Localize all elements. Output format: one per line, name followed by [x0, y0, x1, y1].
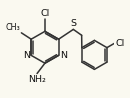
Text: NH₂: NH₂: [28, 75, 46, 84]
Text: Cl: Cl: [40, 9, 50, 18]
Text: S: S: [71, 19, 77, 28]
Text: N: N: [60, 51, 67, 60]
Text: Cl: Cl: [116, 39, 125, 48]
Text: N: N: [23, 51, 30, 60]
Text: CH₃: CH₃: [6, 23, 20, 32]
